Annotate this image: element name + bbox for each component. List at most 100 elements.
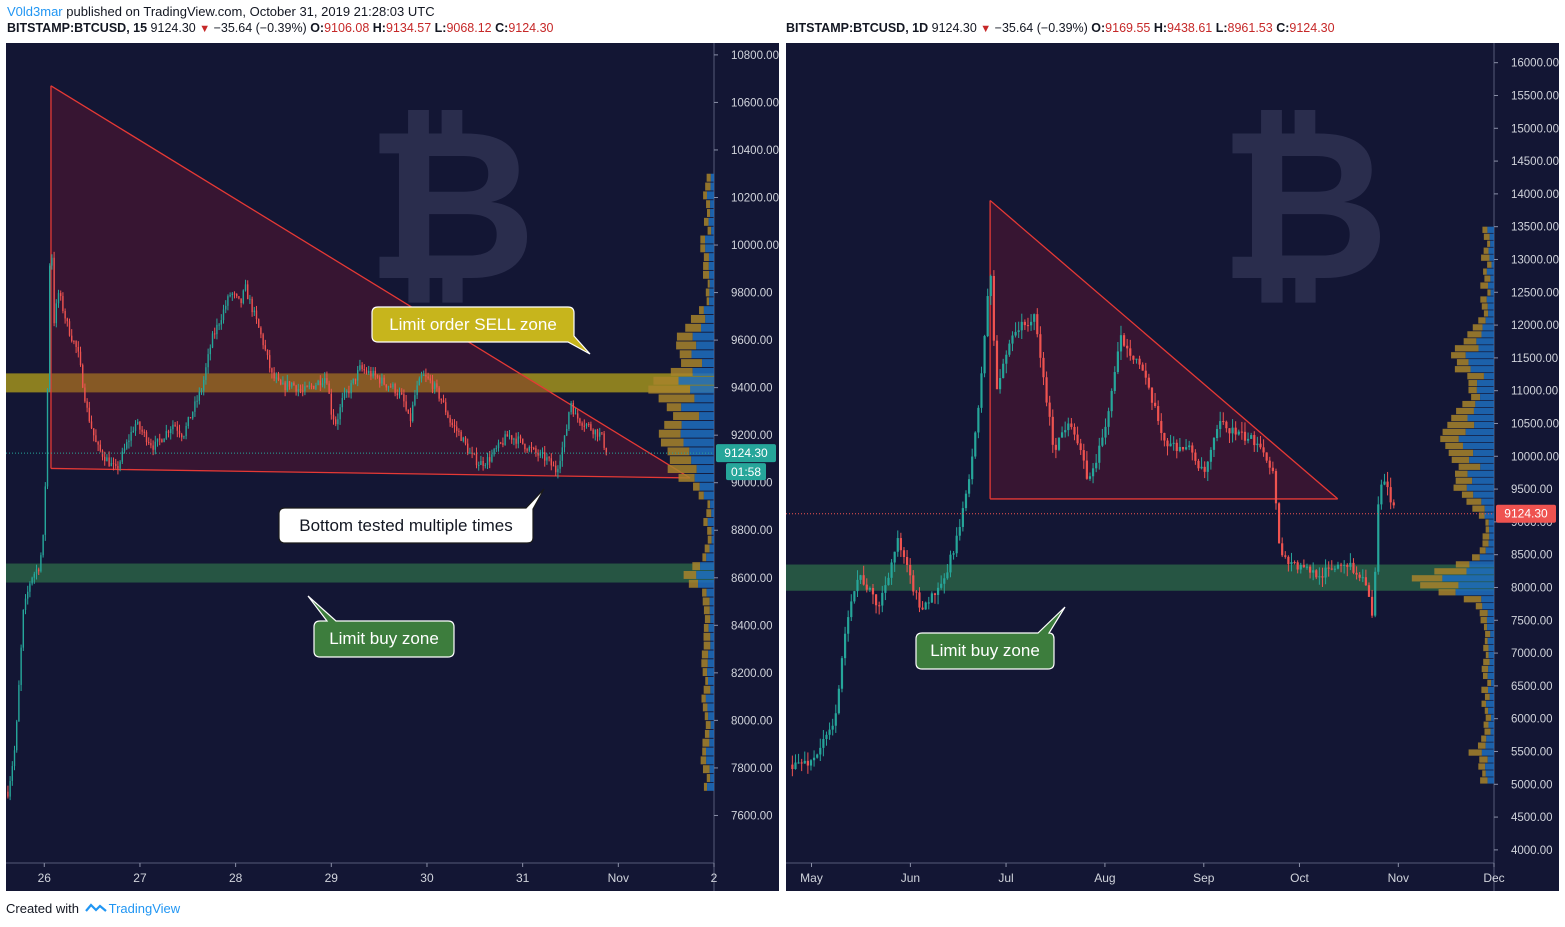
volume-profile-bar xyxy=(711,226,714,235)
candle-body xyxy=(862,575,865,585)
volume-profile-bar xyxy=(706,588,714,597)
candle-body xyxy=(909,564,912,576)
candle-body xyxy=(905,557,909,565)
candle-body xyxy=(462,437,465,441)
volume-profile-bar xyxy=(705,314,714,323)
candle-body xyxy=(242,290,245,303)
candle-body xyxy=(809,760,813,766)
right-plot-area[interactable] xyxy=(786,43,1494,863)
volume-profile-bar xyxy=(1481,700,1487,707)
volume-profile-bar xyxy=(1480,296,1487,303)
tradingview-link[interactable]: TradingView xyxy=(108,901,181,916)
left-time-axis[interactable] xyxy=(6,863,714,891)
candle-body xyxy=(60,293,62,297)
candle-body xyxy=(563,435,566,448)
left-chart-svg[interactable]: ₿ 7600.00 7800.00 8000.00 8200.00 8400.00 860… xyxy=(6,43,779,891)
candle-body xyxy=(1135,358,1138,360)
right-chart-panel[interactable]: ₿ 4000.00 4500.00 5000.00 5500.00 6000.00 650… xyxy=(786,43,1559,891)
volume-profile-bar xyxy=(1420,582,1459,589)
y-tick-label: 13000.00 xyxy=(1511,254,1559,266)
candle-body xyxy=(478,465,480,467)
volume-profile-bar xyxy=(1472,505,1485,512)
volume-profile-bar xyxy=(1478,512,1485,519)
candle-body xyxy=(295,385,297,392)
volume-profile-bar xyxy=(658,394,695,403)
volume-profile-bar xyxy=(685,323,702,332)
candle-body xyxy=(84,387,86,402)
candle-body xyxy=(286,381,289,391)
right-time-axis[interactable] xyxy=(786,863,1494,891)
candle-body xyxy=(330,393,333,415)
bitcoin-watermark-icon: ₿ xyxy=(365,83,536,328)
candle-body xyxy=(75,341,77,347)
x-tick-label: 29 xyxy=(325,871,339,885)
bitcoin-watermark-icon: ₿ xyxy=(1218,83,1389,328)
candle-body xyxy=(1005,354,1008,364)
volume-profile-bar xyxy=(1487,240,1491,247)
volume-profile-bar xyxy=(1468,359,1494,366)
descending-trendline[interactable] xyxy=(989,199,1339,500)
candle-body xyxy=(159,438,161,440)
candle-body xyxy=(181,434,183,438)
candle-body xyxy=(603,433,605,448)
candle-body xyxy=(251,298,253,313)
candle-body xyxy=(264,345,267,350)
candle-body xyxy=(1215,429,1219,439)
candle-body xyxy=(31,577,33,584)
candle-body xyxy=(1299,564,1302,570)
right-chart-svg[interactable]: ₿ 4000.00 4500.00 5000.00 5500.00 6000.00 650… xyxy=(786,43,1559,891)
volume-profile-bar xyxy=(710,774,714,782)
author-link[interactable]: V0ld3mar xyxy=(7,4,63,19)
volume-profile-bar xyxy=(1466,568,1494,575)
volume-profile-bar xyxy=(708,712,714,721)
right-last: 9124.30 xyxy=(931,21,977,35)
candle-body xyxy=(837,688,840,714)
candle-body xyxy=(194,401,196,412)
volume-profile-bar xyxy=(710,685,714,694)
candle-body xyxy=(583,425,586,427)
volume-profile-bar xyxy=(678,376,714,385)
volume-profile-bar xyxy=(709,297,714,306)
volume-profile-bar xyxy=(1455,561,1470,568)
x-tick-label: Nov xyxy=(608,871,629,885)
candle-body xyxy=(537,452,539,456)
candle-body xyxy=(806,760,809,766)
candle-body xyxy=(1339,564,1343,566)
volume-profile-bar xyxy=(1467,373,1484,380)
volume-profile-bar xyxy=(706,747,714,756)
descending-trendline[interactable] xyxy=(50,85,691,479)
y-tick-label: 8000.00 xyxy=(1511,582,1553,594)
candle-body xyxy=(359,365,361,371)
left-chart-panel[interactable]: ₿ 7600.00 7800.00 8000.00 8200.00 8400.00 860… xyxy=(6,43,779,891)
volume-profile-bar xyxy=(711,509,714,518)
volume-profile-bar xyxy=(1477,742,1486,749)
candle-body xyxy=(416,385,418,396)
candle-body xyxy=(229,295,231,297)
candle-body xyxy=(794,762,797,770)
volume-profile-bar xyxy=(709,729,714,738)
candle-body xyxy=(896,538,899,552)
volume-profile-bar xyxy=(1487,610,1494,617)
volume-profile-bar xyxy=(1481,331,1494,338)
support-trendline[interactable] xyxy=(50,467,691,479)
candle-body xyxy=(878,605,881,607)
volume-profile-bar xyxy=(702,765,710,774)
volume-profile-bar xyxy=(704,729,710,738)
volume-profile-bar xyxy=(1482,672,1488,680)
y-tick-label: 11000.00 xyxy=(1511,386,1558,398)
right-interval: 1D xyxy=(912,21,929,35)
candle-body xyxy=(557,468,559,473)
candle-body xyxy=(414,395,416,406)
volume-profile-bar xyxy=(1483,658,1490,666)
left-change: −35.64 (−0.39%) xyxy=(213,21,307,35)
candle-body xyxy=(475,453,478,466)
volume-profile-bar xyxy=(1484,693,1490,700)
last-price-label xyxy=(716,444,776,463)
candle-body xyxy=(376,375,379,378)
right-price-axis[interactable] xyxy=(1494,43,1559,891)
candle-body xyxy=(1367,585,1371,597)
volume-profile-bar xyxy=(702,359,714,368)
candle-body xyxy=(1253,435,1256,446)
y-tick-label: 10600.00 xyxy=(731,97,779,109)
volume-profile-bar xyxy=(1486,735,1494,742)
